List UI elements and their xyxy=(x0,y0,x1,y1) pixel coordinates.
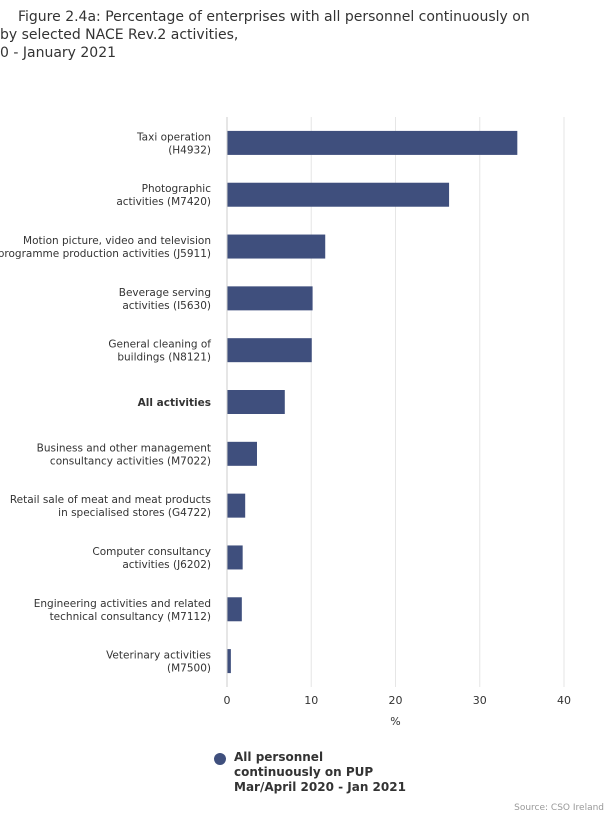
category-label: Taxi operation xyxy=(136,131,211,143)
category-label: Veterinary activities xyxy=(106,650,211,662)
category-label: (H4932) xyxy=(168,144,211,156)
category-label: consultancy activities (M7022) xyxy=(50,455,211,467)
legend-label-line-1: All personnel xyxy=(234,750,324,764)
legend-label: All personnel continuously on PUP Mar/Ap… xyxy=(234,750,434,795)
bar[interactable] xyxy=(227,597,242,622)
bar[interactable] xyxy=(227,130,518,155)
bar[interactable] xyxy=(227,286,313,311)
category-label: Photographic xyxy=(142,183,212,195)
bar[interactable] xyxy=(227,338,312,363)
bar[interactable] xyxy=(227,390,285,414)
x-tick-label: 40 xyxy=(557,694,571,707)
bar[interactable] xyxy=(227,545,243,570)
category-label: Engineering activities and related xyxy=(34,598,211,610)
source-note: Source: CSO Ireland xyxy=(514,803,604,813)
category-label: buildings (N8121) xyxy=(117,352,211,364)
x-axis-label: % xyxy=(390,715,400,728)
category-label: programme production activities (J5911) xyxy=(0,248,211,260)
x-tick-label: 20 xyxy=(389,694,403,707)
bar[interactable] xyxy=(227,441,257,466)
bar-chart: Taxi operation(H4932)Photographicactivit… xyxy=(0,117,571,728)
category-label: Computer consultancy xyxy=(92,546,211,558)
title-line-1: Figure 2.4a: Percentage of enterprises w… xyxy=(18,9,530,25)
category-label: (M7500) xyxy=(167,663,211,675)
bar[interactable] xyxy=(227,493,246,518)
category-label: in specialised stores (G4722) xyxy=(58,507,211,519)
bar[interactable] xyxy=(227,234,326,259)
legend-label-line-3: Mar/April 2020 - Jan 2021 xyxy=(234,780,406,794)
title-line-2: by selected NACE Rev.2 activities, xyxy=(0,27,239,43)
category-label: All activities xyxy=(138,397,211,409)
category-label: Retail sale of meat and meat products xyxy=(10,494,211,506)
category-label: General cleaning of xyxy=(108,339,211,351)
title-line-3: 0 - January 2021 xyxy=(0,45,117,61)
category-label: activities (I5630) xyxy=(122,300,211,312)
x-tick-label: 0 xyxy=(224,694,231,707)
category-label: Motion picture, video and television xyxy=(23,235,211,247)
category-label: activities (M7420) xyxy=(116,196,211,208)
legend-label-line-2: continuously on PUP xyxy=(234,765,374,779)
category-label: technical consultancy (M7112) xyxy=(50,611,211,623)
bar[interactable] xyxy=(227,649,231,674)
category-label: Business and other management xyxy=(37,442,211,454)
x-tick-label: 10 xyxy=(304,694,318,707)
x-tick-label: 30 xyxy=(473,694,487,707)
category-label: Beverage serving xyxy=(119,287,211,299)
legend-marker xyxy=(214,753,226,765)
bar[interactable] xyxy=(227,182,450,207)
category-label: activities (J6202) xyxy=(122,559,211,571)
